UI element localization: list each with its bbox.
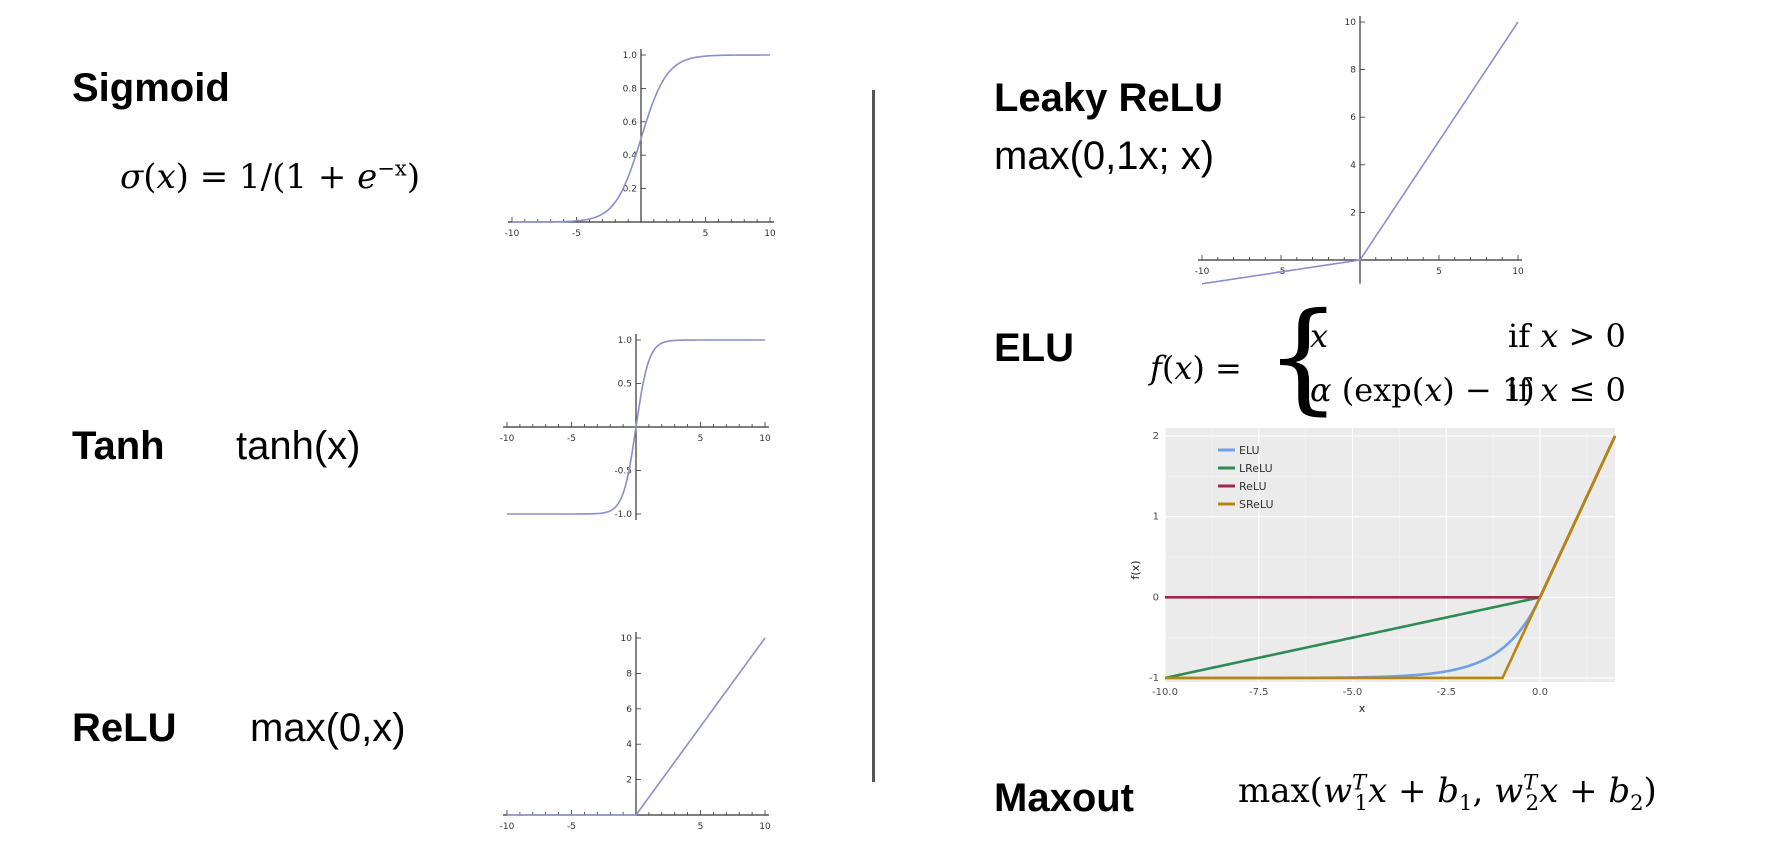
y-tick-label: -1: [1149, 673, 1159, 684]
axes: -10 -5 5 10 0.2 0.4 0.6 0.8 1.0: [505, 49, 776, 239]
legend-label-elu: ELU: [1239, 444, 1260, 457]
sigmoid-curve: [512, 54, 770, 223]
y-tick-label: 0.6: [623, 118, 638, 128]
x-tick-label: 5: [698, 434, 704, 444]
relu-curve: [507, 637, 766, 816]
y-tick-label: 2: [626, 776, 632, 786]
y-tick-label: 2: [1153, 431, 1159, 442]
x-tick-label: 10: [759, 434, 771, 444]
x-tick-label: -10: [500, 434, 515, 444]
leaky-relu-formula: max(0,1x; x): [994, 134, 1215, 178]
column-divider: [872, 90, 875, 782]
elu-title: ELU: [994, 326, 1074, 370]
leaky-relu-title: Leaky ReLU: [994, 76, 1223, 120]
y-tick-label: 4: [626, 740, 632, 750]
x-tick-label: -10: [505, 229, 520, 239]
y-tick-label: 6: [626, 705, 632, 715]
x-tick-label: -5: [572, 229, 581, 239]
tanh-curve: [507, 339, 765, 515]
y-tick-label: -0.5: [614, 467, 632, 477]
x-tick-label: -2.5: [1436, 687, 1456, 698]
x-tick-label: 10: [764, 229, 776, 239]
x-tick-label: -5: [567, 434, 576, 444]
sigmoid-formula: σ(x) = 1/(1 + e−x): [120, 155, 421, 197]
elu-formula: f(x) = { x if x > 0 α (exp(x) − 1) if x …: [1150, 288, 1626, 427]
tanh-formula: tanh(x): [236, 424, 361, 468]
x-tick-label: -10: [1195, 267, 1210, 277]
tanh-title: Tanh: [72, 424, 165, 468]
y-tick-label: 1.0: [623, 51, 638, 61]
y-tick-label: -1.0: [614, 510, 632, 520]
x-tick-label: 5: [698, 822, 704, 832]
relu-title: ReLU: [72, 706, 177, 750]
y-tick-label: 10: [1345, 18, 1357, 28]
y-tick-label: 0.4: [623, 151, 638, 161]
x-tick-label: 10: [759, 822, 771, 832]
y-tick-label: 0: [1153, 592, 1159, 603]
maxout-formula: max(wT1x + b1, wT2x + b2): [1238, 769, 1657, 815]
legend-label-lrelu: LReLU: [1239, 462, 1273, 475]
series-srelu: [1165, 435, 1617, 680]
x-tick-label: -10: [500, 822, 515, 832]
y-tick-label: 4: [1350, 161, 1356, 171]
legend: ELU LReLU ReLU SReLU: [1218, 444, 1274, 511]
x-tick-label: -5.0: [1343, 687, 1363, 698]
y-tick-label: 8: [1350, 66, 1356, 76]
y-tick-label: 2: [1350, 208, 1356, 218]
y-tick-label: 0.2: [623, 185, 637, 195]
y-tick-label: 0.8: [623, 84, 638, 94]
relu-formula: max(0,x): [250, 706, 406, 750]
legend-label-relu: ReLU: [1239, 480, 1267, 493]
plot-panel: [1165, 428, 1615, 682]
y-tick-label: 1: [1153, 512, 1159, 523]
y-axis-label: f(x): [1129, 561, 1142, 580]
x-tick-label: 5: [703, 229, 709, 239]
x-tick-label: -5: [567, 822, 576, 832]
x-tick-label: 10: [1512, 267, 1524, 277]
y-tick-label: 0.5: [618, 380, 632, 390]
elu-chart: -10.0 -7.5 -5.0 -2.5 0.0 -1 0 1 2 x f(x) ELU LReLU Re…: [1129, 428, 1617, 715]
y-tick-label: 6: [1350, 113, 1356, 123]
sigmoid-title: Sigmoid: [72, 66, 230, 110]
maxout-title: Maxout: [994, 776, 1134, 820]
legend-label-srelu: SReLU: [1239, 498, 1274, 511]
tanh-chart: -10 -5 5 10 -1.0 -0.5 0.5 1.0: [500, 334, 771, 520]
leaky-curve: [1201, 21, 1519, 285]
x-axis-label: x: [1359, 702, 1366, 715]
relu-chart: -10 -5 5 10 2 4 6 8 10: [500, 632, 771, 832]
sigmoid-chart: -10 -5 5 10 0.2 0.4 0.6 0.8 1.0: [505, 49, 776, 239]
x-tick-label: -7.5: [1249, 687, 1269, 698]
y-tick-label: 10: [621, 634, 633, 644]
x-tick-label: 0.0: [1532, 687, 1548, 698]
axes: -10 -5 5 10 2 4 6 8 10: [500, 632, 771, 832]
x-tick-label: -10.0: [1152, 687, 1178, 698]
y-tick-label: 8: [626, 669, 632, 679]
x-tick-label: 5: [1436, 267, 1442, 277]
y-tick-label: 1.0: [618, 336, 633, 346]
